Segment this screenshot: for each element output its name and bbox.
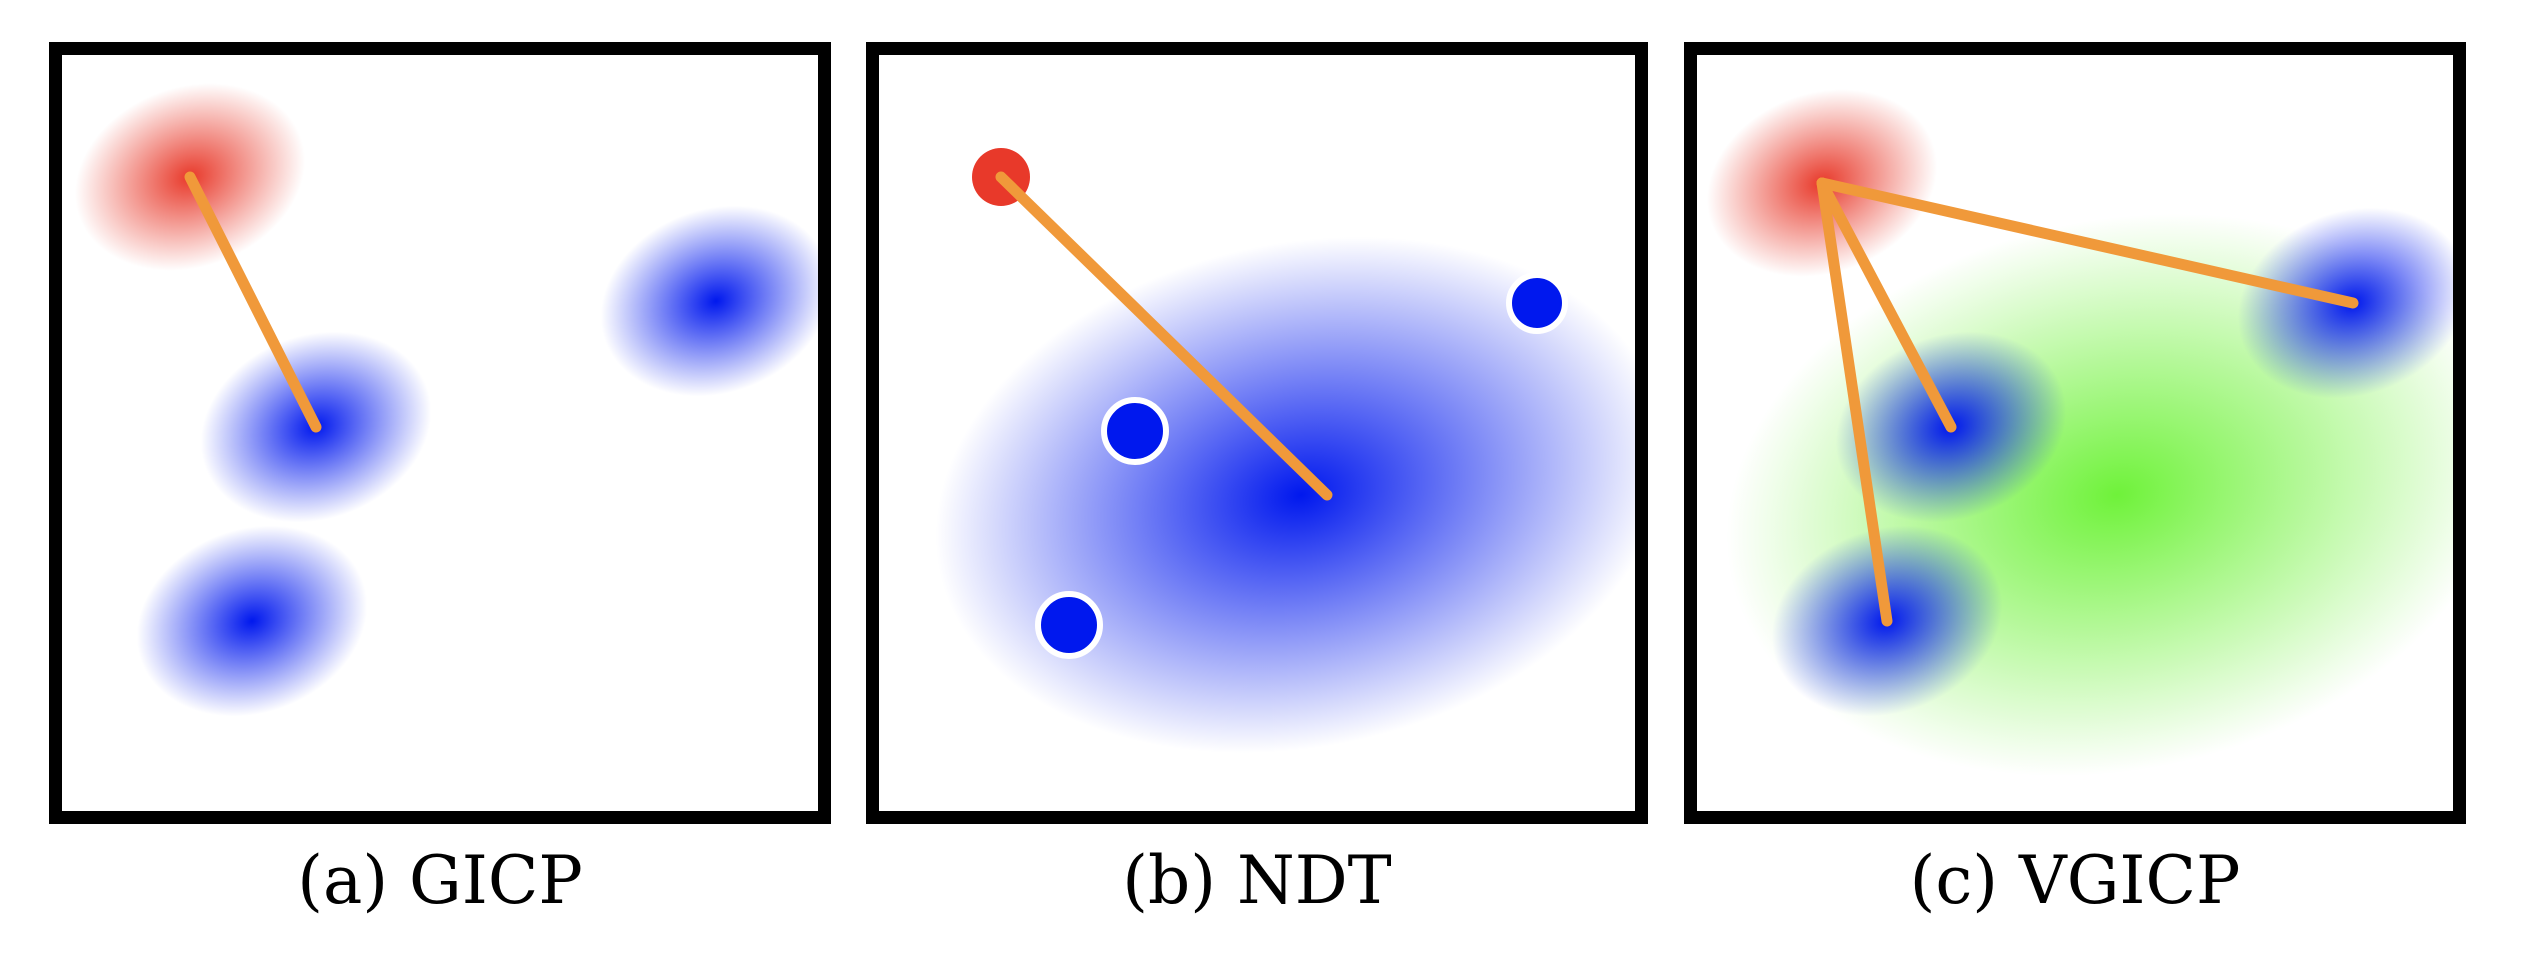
ndt-diagram	[935, 148, 1635, 754]
gicp-diagram	[74, 83, 818, 717]
panel-vgicp	[1684, 42, 2466, 824]
caption-gicp: (a) GICP	[297, 842, 583, 919]
voxel-distribution	[935, 236, 1635, 754]
correspondence-line	[184, 171, 322, 433]
caption-ndt: (b) NDT	[1122, 842, 1392, 919]
target-gaussian	[136, 525, 368, 717]
correspondence-line	[1816, 177, 1957, 433]
panel-gicp	[49, 42, 831, 824]
caption-vgicp: (c) VGICP	[1909, 842, 2241, 919]
target-point	[1035, 591, 1103, 659]
correspondence-line	[995, 171, 1333, 501]
correspondence-line	[1816, 177, 1893, 627]
target-gaussian	[600, 205, 818, 397]
panel-ndt	[866, 42, 1648, 824]
vgicp-diagram	[1706, 89, 2453, 777]
target-point	[1506, 272, 1568, 334]
correspondence-line	[1816, 177, 2359, 309]
target-point	[1101, 397, 1169, 465]
